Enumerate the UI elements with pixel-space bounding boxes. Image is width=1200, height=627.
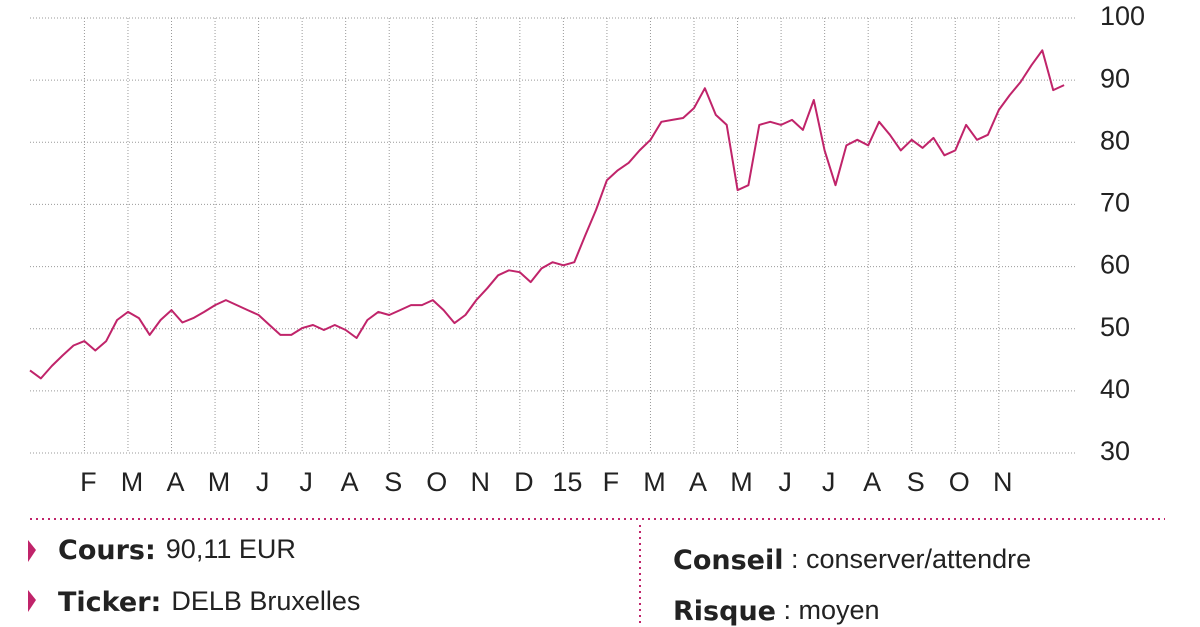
info-value: : moyen	[776, 595, 880, 625]
x-tick-label: F	[80, 467, 97, 497]
info-line: Cours: 90,11 EUR	[58, 534, 296, 565]
y-tick-label: 50	[1100, 312, 1130, 342]
x-tick-label: A	[689, 467, 707, 497]
price-line	[29, 49, 1065, 380]
x-tick-label: N	[471, 467, 491, 497]
y-tick-label: 70	[1100, 188, 1130, 218]
info-line: Conseil : conserver/attendre	[673, 544, 1031, 575]
y-tick-label: 80	[1100, 125, 1130, 155]
x-tick-label: S	[384, 467, 402, 497]
x-tick-label: J	[778, 467, 792, 497]
info-label: Cours:	[58, 535, 156, 566]
info-value: 90,11 EUR	[166, 534, 296, 564]
bullet	[28, 590, 36, 612]
info-label: Conseil	[673, 545, 783, 576]
info-label: Risque	[673, 596, 776, 627]
x-tick-label: D	[514, 467, 534, 497]
x-tick-label: M	[121, 467, 144, 497]
y-tick-label: 30	[1100, 436, 1130, 466]
x-tick-label: A	[341, 467, 359, 497]
info-line: Risque : moyen	[673, 595, 880, 626]
info-line: Ticker: DELB Bruxelles	[58, 586, 360, 617]
bullet	[28, 540, 36, 562]
x-tick-label: J	[256, 467, 270, 497]
y-tick-label: 60	[1100, 250, 1130, 280]
info-value: DELB Bruxelles	[171, 586, 360, 616]
y-tick-label: 40	[1100, 374, 1130, 404]
x-tick-label: 15	[552, 467, 582, 497]
x-tick-label: J	[299, 467, 313, 497]
x-tick-label: A	[863, 467, 881, 497]
x-tick-label: F	[603, 467, 620, 497]
x-tick-label: A	[167, 467, 185, 497]
x-tick-label: J	[822, 467, 836, 497]
x-tick-label: S	[907, 467, 925, 497]
y-tick-label: 100	[1100, 1, 1145, 31]
info-value: : conserver/attendre	[783, 544, 1031, 574]
x-tick-label: N	[993, 467, 1013, 497]
info-label: Ticker:	[58, 587, 161, 618]
x-tick-label: M	[208, 467, 231, 497]
x-tick-label: M	[643, 467, 666, 497]
x-tick-label: O	[426, 467, 447, 497]
x-tick-label: M	[730, 467, 753, 497]
x-tick-label: O	[949, 467, 970, 497]
y-tick-label: 90	[1100, 63, 1130, 93]
